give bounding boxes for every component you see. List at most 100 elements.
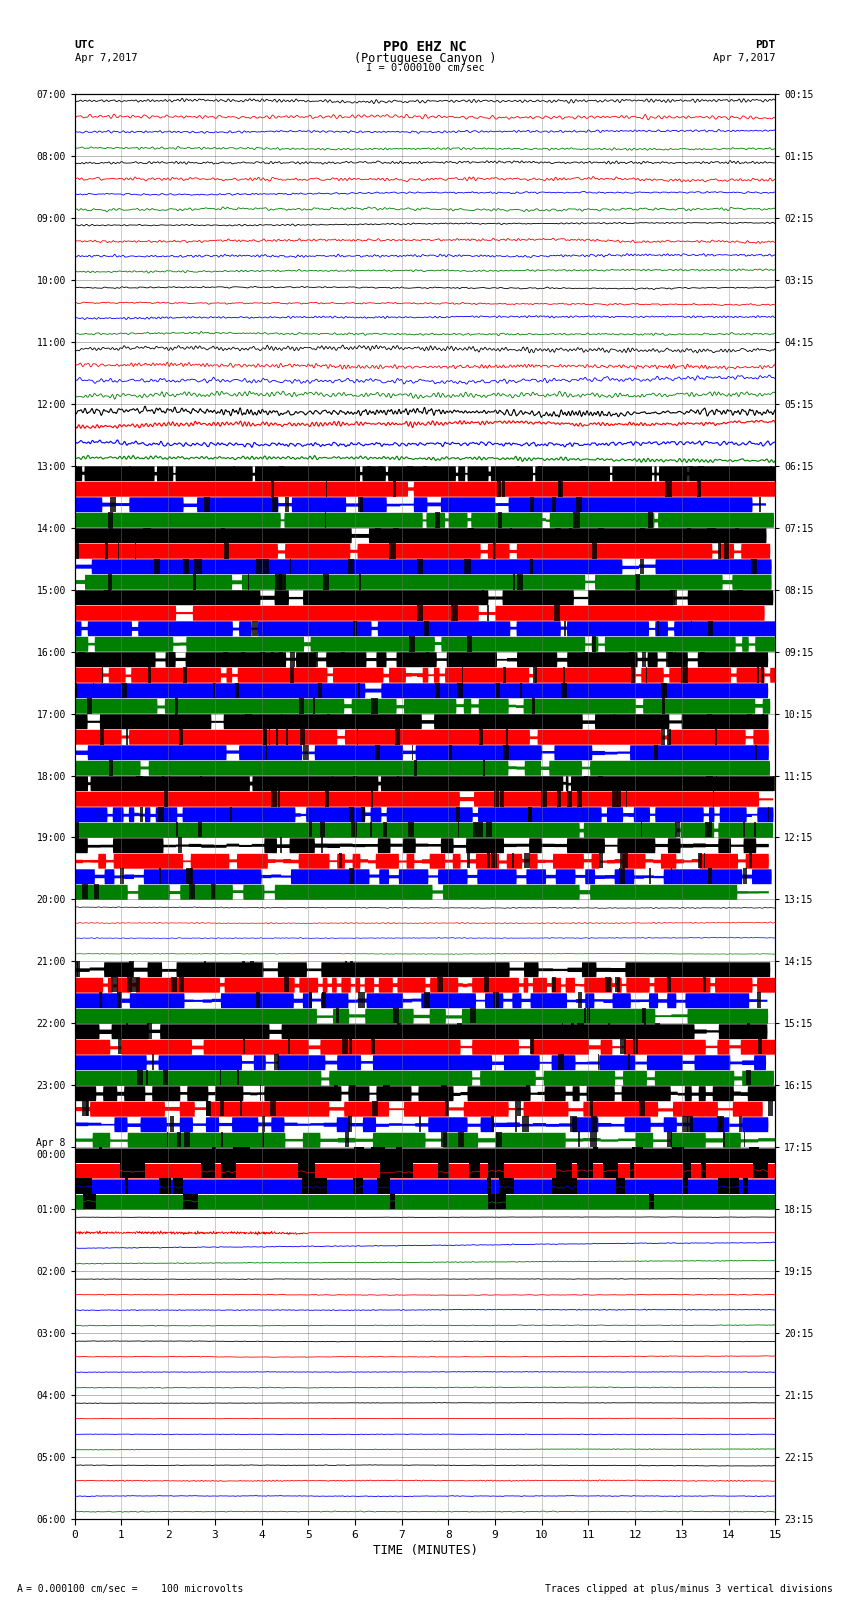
Bar (724, 544, 729, 558)
Bar (78, 652, 85, 668)
Bar (159, 1179, 171, 1194)
Bar (393, 527, 399, 544)
Bar (661, 682, 665, 698)
Bar (241, 652, 245, 668)
Bar (284, 977, 288, 992)
Bar (758, 1163, 768, 1179)
Bar (468, 1163, 479, 1179)
Bar (666, 481, 672, 497)
Bar (437, 977, 443, 992)
Bar (280, 713, 282, 729)
Bar (552, 1179, 556, 1194)
Bar (110, 760, 113, 776)
Bar (666, 652, 673, 668)
Bar (344, 1132, 349, 1147)
Bar (423, 992, 429, 1008)
Bar (751, 558, 757, 574)
Bar (279, 574, 286, 589)
Bar (528, 806, 530, 823)
Bar (491, 1116, 494, 1132)
Bar (99, 992, 102, 1008)
Bar (562, 1179, 564, 1194)
Bar (242, 961, 245, 977)
Bar (700, 652, 705, 668)
Bar (639, 1102, 644, 1116)
Bar (348, 1039, 352, 1055)
Bar (499, 1179, 514, 1194)
Bar (591, 1132, 597, 1147)
Bar (264, 729, 266, 745)
Bar (176, 823, 178, 837)
Bar (129, 961, 134, 977)
Bar (152, 1055, 155, 1069)
Bar (99, 1147, 102, 1163)
Bar (493, 992, 499, 1008)
Bar (76, 961, 80, 977)
Bar (620, 853, 623, 868)
Bar (225, 652, 229, 668)
Bar (628, 1055, 630, 1069)
Bar (762, 713, 764, 729)
Bar (383, 1086, 389, 1102)
Bar (299, 698, 303, 713)
Bar (541, 790, 547, 806)
Bar (526, 1086, 530, 1102)
Bar (464, 558, 472, 574)
Bar (624, 853, 627, 868)
Bar (417, 558, 422, 574)
Bar (468, 527, 473, 544)
Bar (204, 497, 210, 511)
Bar (87, 698, 92, 713)
Bar (332, 776, 333, 790)
Bar (206, 1102, 211, 1116)
Bar (486, 853, 490, 868)
Bar (495, 1163, 504, 1179)
Bar (399, 1163, 413, 1179)
Bar (262, 558, 269, 574)
Bar (76, 544, 79, 558)
Bar (136, 776, 143, 790)
Text: Apr 7,2017: Apr 7,2017 (712, 53, 775, 63)
Bar (168, 776, 171, 790)
Bar (503, 668, 507, 682)
Bar (309, 992, 313, 1008)
Bar (757, 992, 762, 1008)
Bar (701, 1163, 706, 1179)
Bar (755, 745, 756, 760)
Bar (313, 698, 314, 713)
Bar (414, 760, 417, 776)
Text: I = 0.000100 cm/sec: I = 0.000100 cm/sec (366, 63, 484, 73)
Bar (279, 466, 285, 481)
Bar (556, 1179, 569, 1194)
Bar (278, 790, 280, 806)
Bar (487, 605, 489, 621)
Bar (533, 668, 537, 682)
Bar (102, 668, 103, 682)
Bar (753, 1163, 768, 1179)
Bar (371, 1147, 385, 1163)
Bar (343, 1039, 348, 1055)
Bar (576, 1163, 593, 1179)
Bar (580, 466, 586, 481)
Bar (143, 527, 148, 544)
Bar (450, 605, 457, 621)
Bar (237, 1069, 239, 1086)
Bar (635, 574, 640, 589)
Bar (441, 1086, 447, 1102)
Bar (110, 497, 116, 511)
Bar (552, 497, 556, 511)
Bar (127, 977, 133, 992)
Bar (620, 1039, 626, 1055)
Bar (502, 745, 509, 760)
Bar (251, 961, 254, 977)
Bar (616, 1179, 625, 1194)
Bar (302, 1179, 309, 1194)
Bar (287, 1039, 290, 1055)
Bar (671, 868, 672, 884)
Bar (175, 713, 177, 729)
Bar (126, 1024, 128, 1039)
Bar (690, 621, 693, 636)
Bar (367, 466, 371, 481)
Bar (305, 1179, 321, 1194)
Bar (556, 1163, 572, 1179)
